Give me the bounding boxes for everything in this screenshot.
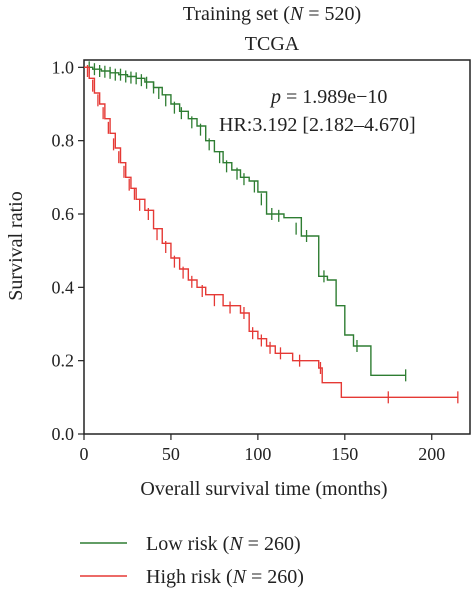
x-axis-ticks: 0 50 100 150 200 bbox=[80, 434, 445, 464]
y-axis-ticks: 0.0 0.2 0.4 0.6 0.8 1.0 bbox=[52, 57, 84, 444]
legend-low-risk-suffix: = 260) bbox=[243, 533, 301, 555]
p-value-text: = 1.989e−10 bbox=[281, 86, 387, 108]
legend-low-risk-n-symbol: N bbox=[228, 533, 244, 555]
y-tick-label: 0.4 bbox=[52, 277, 75, 297]
x-axis-label: Overall survival time (months) bbox=[140, 478, 387, 500]
x-tick-label: 200 bbox=[418, 444, 445, 464]
y-tick-label: 1.0 bbox=[52, 57, 75, 77]
hr-annotation: HR:3.192 [2.182–4.670] bbox=[219, 114, 416, 136]
legend-low-risk-prefix: Low risk ( bbox=[146, 533, 230, 555]
y-tick-label: 0.2 bbox=[52, 351, 75, 371]
y-tick-label: 0.6 bbox=[52, 204, 75, 224]
y-axis-label: Survival ratio bbox=[5, 191, 27, 300]
chart-title-prefix: Training set ( bbox=[183, 3, 290, 25]
series-high-risk bbox=[84, 65, 459, 404]
chart-title-n-value: = 520) bbox=[303, 3, 361, 25]
series-layer bbox=[84, 61, 459, 404]
plot-frame bbox=[83, 59, 471, 435]
legend-label-high-risk: High risk (N = 260) bbox=[146, 566, 304, 588]
chart-subtitle: TCGA bbox=[245, 33, 300, 55]
legend-high-risk-n-symbol: N bbox=[232, 566, 248, 588]
chart-title-n-symbol: N bbox=[289, 3, 305, 25]
legend-label-low-risk: Low risk (N = 260) bbox=[146, 533, 301, 555]
legend-high-risk-suffix: = 260) bbox=[246, 566, 304, 588]
p-value-annotation: p = 1.989e−10 bbox=[269, 86, 387, 108]
legend: Low risk (N = 260) High risk (N = 260) bbox=[80, 533, 304, 588]
p-value-symbol: p bbox=[269, 86, 281, 108]
x-tick-label: 100 bbox=[244, 444, 271, 464]
x-tick-label: 50 bbox=[162, 444, 180, 464]
chart-title: Training set (N = 520) bbox=[183, 3, 361, 25]
survival-curve-low-risk bbox=[84, 66, 406, 377]
x-tick-label: 150 bbox=[331, 444, 358, 464]
x-tick-label: 0 bbox=[80, 444, 89, 464]
legend-high-risk-prefix: High risk ( bbox=[146, 566, 233, 588]
y-tick-label: 0.8 bbox=[52, 131, 75, 151]
y-tick-label: 0.0 bbox=[52, 424, 75, 444]
series-low-risk bbox=[84, 61, 407, 382]
